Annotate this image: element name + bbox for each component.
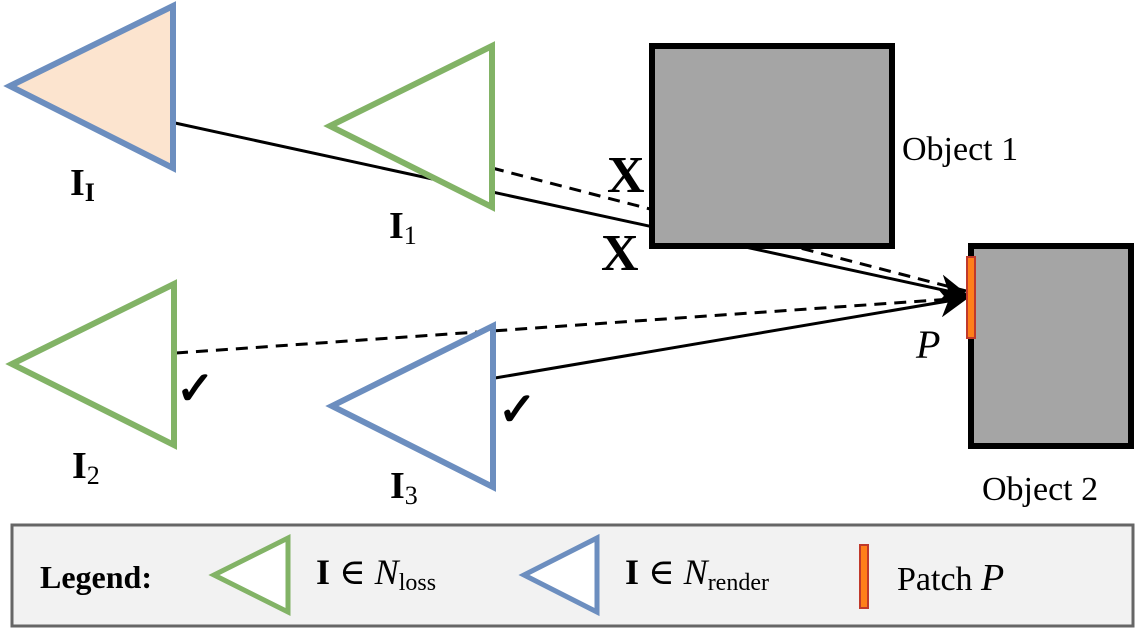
visible-check-mark: ✓	[498, 384, 537, 435]
camera-I_3-frustum	[325, 321, 496, 492]
object-1-box	[649, 43, 895, 249]
legend-render-camera-icon	[518, 533, 600, 617]
legend-patch-label: Patch P	[897, 557, 1004, 599]
object-2-label: Object 2	[982, 471, 1098, 508]
legend: Legend: I ∈ Nloss I ∈ Nrender Patch P	[10, 523, 1135, 628]
legend-title: Legend:	[40, 559, 152, 595]
camera-I_2-frustum	[5, 279, 177, 450]
ray-I_3-solid	[494, 287, 969, 380]
ray-I_I-solid	[174, 121, 969, 304]
patch-marker	[966, 256, 976, 339]
legend-render-set-label: I ∈ Nrender	[625, 552, 769, 596]
object-2-box	[968, 243, 1134, 449]
legend-patch-icon	[859, 544, 869, 609]
camera-I_3-label: I3	[390, 465, 418, 510]
legend-loss-camera-icon	[208, 533, 291, 617]
object-1-label: Object 1	[902, 131, 1018, 168]
visible-check-mark: ✓	[176, 363, 215, 414]
occluded-cross-mark: X	[607, 147, 645, 204]
camera-I_I-label: II	[70, 162, 95, 207]
camera-I_2-label: I2	[72, 445, 100, 490]
camera-I_1-label: I1	[389, 205, 417, 250]
occluded-cross-mark: X	[601, 225, 639, 282]
camera-I_I-frustum	[3, 1, 176, 173]
ray-I_2-dashed	[175, 296, 967, 355]
legend-loss-set-label: I ∈ Nloss	[316, 552, 436, 596]
patch-label: P	[915, 322, 940, 367]
camera-I_1-frustum	[323, 41, 495, 212]
